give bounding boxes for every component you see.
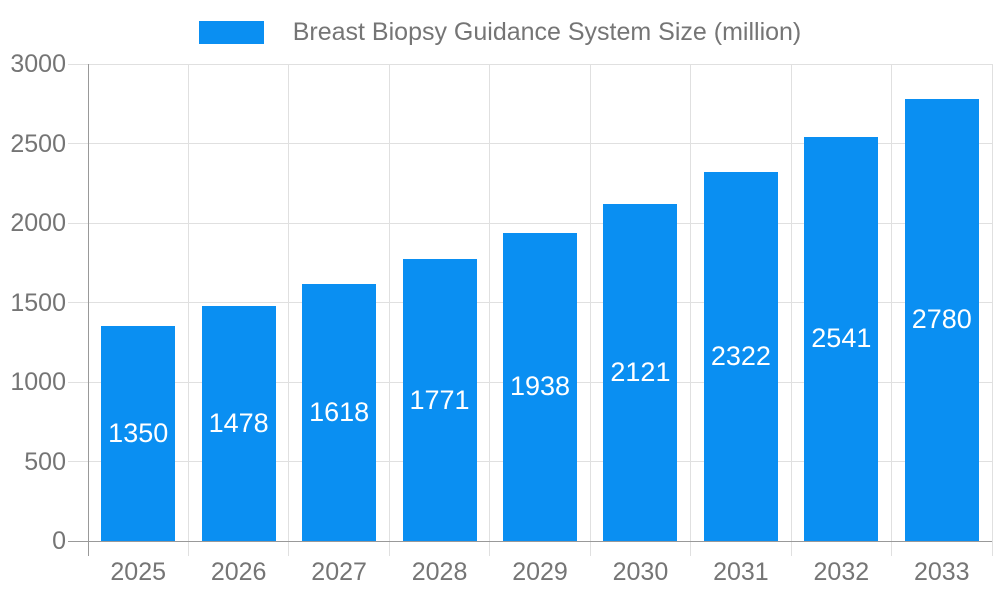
bar-2029[interactable]: 1938 <box>503 232 577 541</box>
x-tick-label: 2029 <box>512 558 568 586</box>
x-tick-label: 2026 <box>210 558 267 586</box>
bar-value-label: 1771 <box>409 384 470 415</box>
y-tick-label: 2000 <box>10 209 66 237</box>
gridline-vertical <box>288 64 290 556</box>
bar-value-label: 1618 <box>309 396 370 427</box>
x-tick-label: 2031 <box>713 558 769 586</box>
bar-value-label: 1478 <box>208 408 269 438</box>
plot-area: 1350 1478 1618 1771 1938 2121 2322 2541 2780 <box>68 63 993 556</box>
bar-value-label: 2322 <box>710 340 771 371</box>
x-axis-line <box>68 540 992 542</box>
bar-2032[interactable]: 2541 <box>804 136 879 541</box>
gridline-vertical <box>589 64 591 556</box>
bar-2031[interactable]: 2322 <box>703 171 778 541</box>
bar-value-label: 2780 <box>911 304 972 335</box>
gridline-vertical <box>187 64 189 556</box>
bar-value-label: 2121 <box>610 356 671 387</box>
x-tick-label: 2032 <box>813 558 870 586</box>
gridline-horizontal <box>68 143 992 144</box>
bar-2028[interactable]: 1771 <box>402 259 477 541</box>
legend-label: Breast Biopsy Guidance System Size (mill… <box>292 18 802 46</box>
gridline-vertical <box>991 64 993 556</box>
gridline-vertical <box>489 64 491 556</box>
bar-2027[interactable]: 1618 <box>302 283 377 541</box>
y-tick-label: 1500 <box>10 288 66 317</box>
gridline-vertical <box>690 64 692 556</box>
bar-2030[interactable]: 2121 <box>603 203 678 541</box>
y-tick-label: 0 <box>52 527 66 555</box>
y-tick-label: 500 <box>24 447 66 476</box>
bar-value-label: 2541 <box>811 323 872 354</box>
gridline-horizontal <box>68 222 992 224</box>
gridline-vertical <box>790 64 792 556</box>
x-tick-label: 2033 <box>913 558 970 586</box>
bar-value-label: 1350 <box>108 418 169 449</box>
x-tick-label: 2028 <box>411 558 468 586</box>
gridline-vertical <box>388 64 390 556</box>
bar-value-label: 1938 <box>509 371 571 402</box>
bar-2033[interactable]: 2780 <box>904 98 979 541</box>
y-tick-label: 1000 <box>10 368 66 396</box>
x-tick-label: 2027 <box>311 558 367 586</box>
x-tick-label: 2025 <box>110 558 167 586</box>
legend[interactable]: Breast Biopsy Guidance System Size (mill… <box>0 19 1000 46</box>
legend-swatch <box>198 21 264 44</box>
y-tick-label: 2500 <box>10 129 66 158</box>
x-tick-label: 2030 <box>612 558 669 586</box>
bar-2026[interactable]: 1478 <box>201 306 276 541</box>
bar-2025[interactable]: 1350 <box>101 326 176 541</box>
gridline-horizontal <box>68 63 992 65</box>
gridline-vertical <box>891 64 893 556</box>
y-tick-label: 3000 <box>10 50 66 78</box>
y-axis-line <box>87 64 89 556</box>
